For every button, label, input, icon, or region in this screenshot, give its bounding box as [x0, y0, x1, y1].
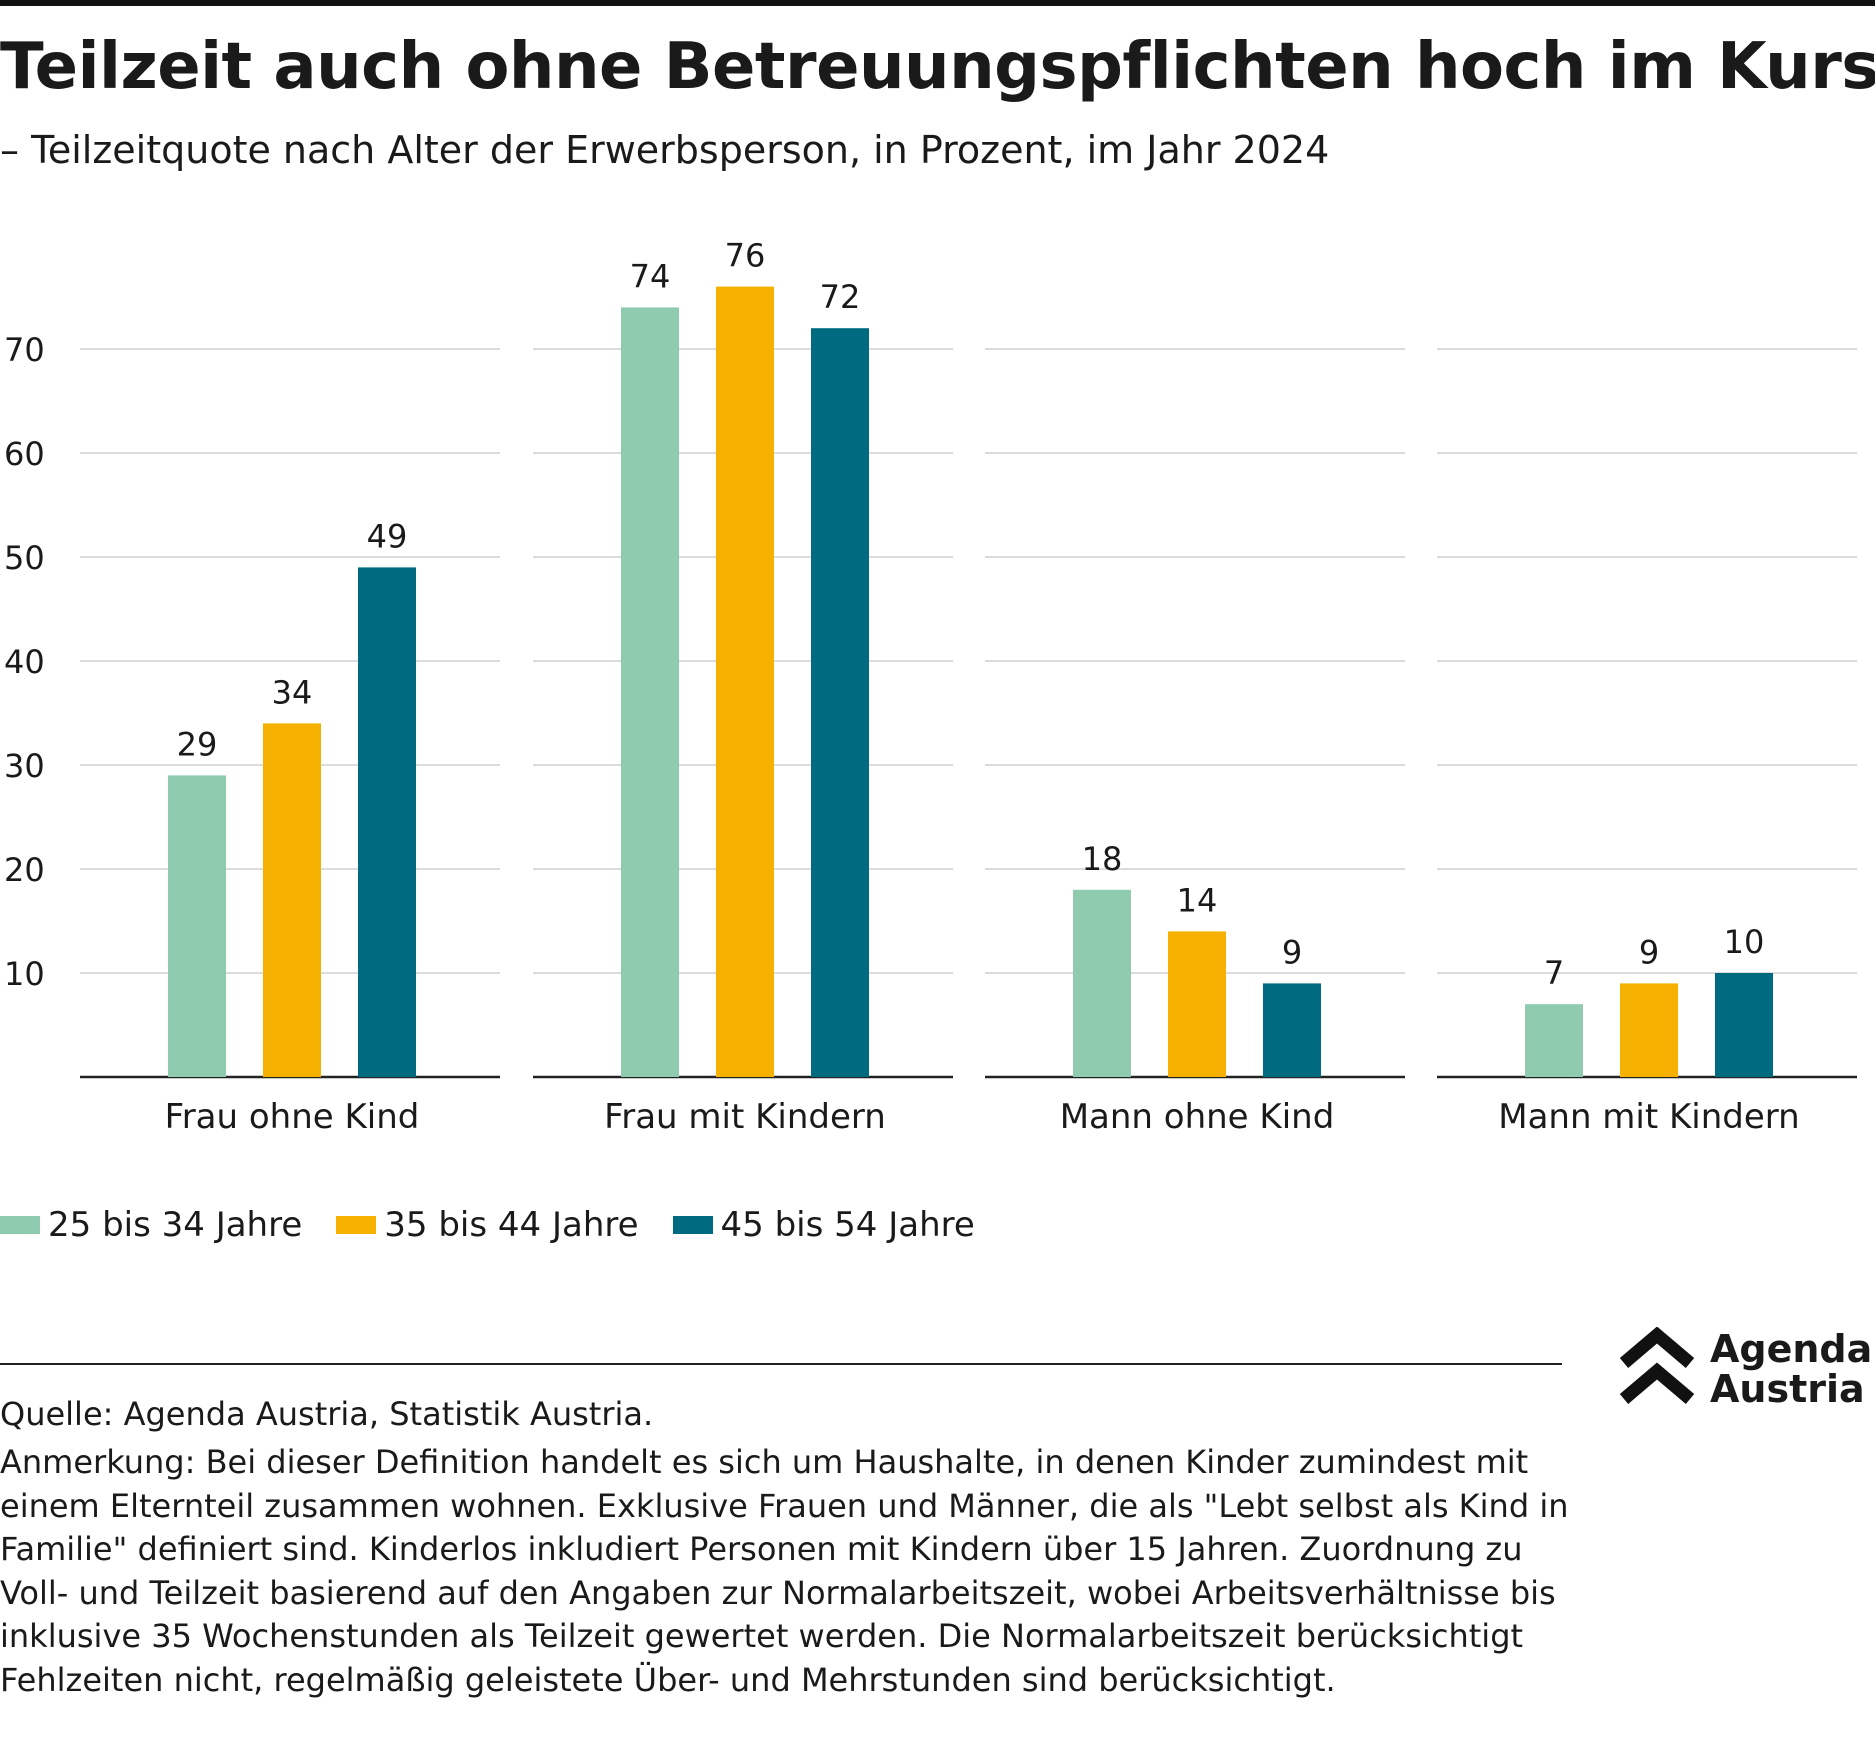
legend-label: 45 bis 54 Jahre — [720, 1205, 975, 1245]
bar — [1525, 1004, 1583, 1077]
legend-label: 35 bis 44 Jahre — [384, 1205, 639, 1245]
bar-value-label: 49 — [367, 517, 408, 555]
legend: 25 bis 34 Jahre 35 bis 44 Jahre 45 bis 5… — [0, 1205, 975, 1245]
legend-swatch — [0, 1216, 40, 1234]
y-tick-label: 70 — [4, 331, 45, 369]
logo-line-1: Agenda — [1710, 1327, 1873, 1371]
bar-value-label: 7 — [1544, 954, 1564, 992]
legend-swatch — [336, 1216, 377, 1234]
source-note: Quelle: Agenda Austria, Statistik Austri… — [0, 1395, 654, 1433]
footer-divider — [0, 1363, 1562, 1365]
legend-item-25-34: 25 bis 34 Jahre — [0, 1205, 302, 1245]
bar-value-label: 34 — [272, 673, 313, 711]
legend-item-45-54: 45 bis 54 Jahre — [672, 1205, 975, 1245]
bar-value-label: 14 — [1177, 881, 1218, 919]
y-tick-label: 10 — [4, 955, 45, 993]
x-category-label: Mann ohne Kind — [1060, 1097, 1335, 1137]
bar — [1715, 973, 1773, 1077]
methodology-note: Anmerkung: Bei dieser Definition handelt… — [0, 1443, 1569, 1699]
legend-item-35-44: 35 bis 44 Jahre — [336, 1205, 639, 1245]
y-tick-label: 20 — [4, 851, 45, 889]
x-category-label: Mann mit Kindern — [1498, 1097, 1800, 1137]
bar — [1263, 983, 1321, 1077]
bar — [1168, 931, 1226, 1077]
bar-value-label: 76 — [725, 237, 766, 275]
legend-swatch — [672, 1216, 713, 1234]
bar-value-label: 29 — [177, 725, 218, 763]
legend-label: 25 bis 34 Jahre — [48, 1205, 303, 1245]
bar-value-label: 18 — [1082, 840, 1123, 878]
bar — [1073, 889, 1131, 1077]
y-tick-label: 30 — [4, 747, 45, 785]
top-rule — [0, 0, 1875, 6]
y-tick-label: 40 — [4, 643, 45, 681]
bar — [621, 307, 679, 1077]
bar — [716, 286, 774, 1078]
chart-subtitle: – Teilzeitquote nach Alter der Erwerbspe… — [0, 128, 1330, 172]
chart-title: Teilzeit auch ohne Betreuungspflichten h… — [0, 30, 1875, 104]
bar — [168, 775, 226, 1077]
bar — [358, 567, 416, 1077]
bar-chart: 10 20 30 40 50 60 70 29 74 18 7 34 76 14 9 49 72 9 10 Frau … — [4, 237, 1857, 1137]
bar-value-label: 72 — [820, 278, 861, 316]
bar-value-label: 10 — [1724, 923, 1765, 961]
y-tick-label: 50 — [4, 539, 45, 577]
double-chevron-up-icon — [1619, 1326, 1695, 1404]
logo-text: Agenda Austria — [1710, 1329, 1872, 1409]
bar-value-label: 9 — [1639, 933, 1659, 971]
logo-line-2: Austria — [1710, 1367, 1865, 1411]
x-category-label: Frau mit Kindern — [604, 1097, 886, 1137]
bar-value-label: 9 — [1282, 933, 1302, 971]
bar-value-label: 74 — [630, 257, 671, 295]
y-tick-label: 60 — [4, 435, 45, 473]
bar — [811, 328, 869, 1077]
bar — [1620, 983, 1678, 1077]
bar — [263, 723, 321, 1077]
x-category-label: Frau ohne Kind — [165, 1097, 420, 1137]
agenda-austria-logo: Agenda Austria — [1619, 1326, 1872, 1409]
